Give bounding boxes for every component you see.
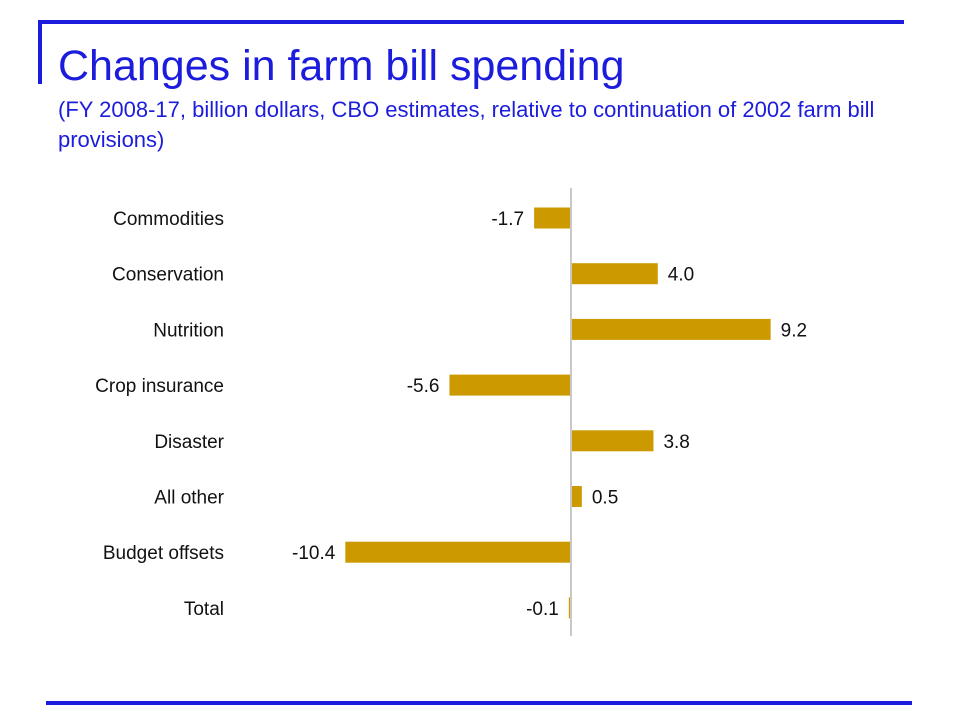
bar-budget-offsets bbox=[345, 541, 571, 563]
category-label: Conservation bbox=[112, 265, 224, 286]
top-accent-line bbox=[38, 20, 904, 24]
value-label: -5.6 bbox=[407, 376, 440, 397]
bar-crop-insurance bbox=[449, 374, 571, 396]
bar-nutrition bbox=[571, 318, 771, 340]
value-label: 0.5 bbox=[592, 488, 618, 509]
category-label: All other bbox=[154, 488, 224, 509]
value-label: -10.4 bbox=[292, 543, 336, 564]
value-label: 3.8 bbox=[663, 432, 689, 453]
bars-group bbox=[345, 207, 771, 619]
bar-disaster bbox=[571, 430, 654, 452]
category-label: Disaster bbox=[154, 432, 224, 453]
left-accent-line bbox=[38, 20, 42, 84]
bar-total bbox=[568, 597, 571, 619]
category-label: Total bbox=[184, 599, 224, 620]
value-label: -1.7 bbox=[491, 209, 524, 230]
category-label: Nutrition bbox=[153, 320, 224, 341]
bar-commodities bbox=[534, 207, 571, 229]
slide-subtitle: (FY 2008-17, billion dollars, CBO estima… bbox=[58, 97, 875, 152]
bar-all-other bbox=[571, 486, 582, 507]
category-label: Commodities bbox=[113, 209, 224, 230]
value-label: 9.2 bbox=[781, 320, 807, 341]
value-label: 4.0 bbox=[668, 265, 694, 286]
slide-title: Changes in farm bill spending bbox=[58, 42, 625, 90]
category-labels-group: Commodities Conservation Nutrition Crop ins… bbox=[95, 209, 225, 620]
value-label: -0.1 bbox=[526, 599, 559, 620]
bar-conservation bbox=[571, 263, 658, 285]
value-labels-group: -1.7 4.0 9.2 -5.6 3.8 0.5 -10.4 -0.1 bbox=[292, 209, 807, 620]
bottom-accent-line bbox=[46, 701, 912, 705]
category-label: Budget offsets bbox=[103, 543, 224, 564]
category-label: Crop insurance bbox=[95, 376, 224, 397]
